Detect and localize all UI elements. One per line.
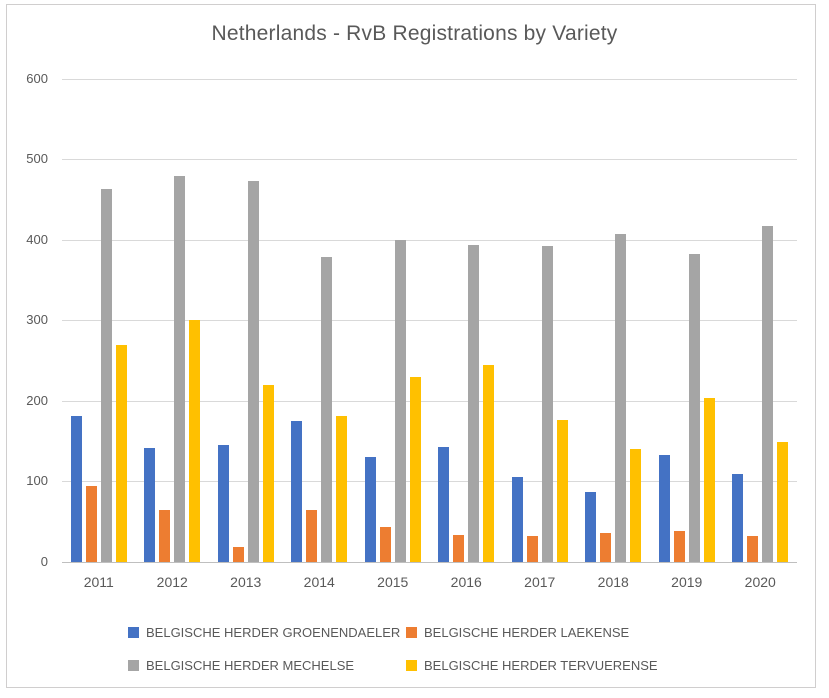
bar-2019-belgische-herder-mechelse <box>688 254 700 562</box>
bar-group-2011 <box>62 79 136 562</box>
bar-2019-belgische-herder-tervuerense <box>703 398 715 562</box>
bar-2014-belgische-herder-mechelse <box>321 257 333 562</box>
bar-2012-belgische-herder-groenendaeler <box>144 448 156 562</box>
bar-2016-belgische-herder-groenendaeler <box>438 447 450 562</box>
bar-group-2015 <box>356 79 430 562</box>
bar-2016-belgische-herder-mechelse <box>468 245 480 562</box>
bar-2011-belgische-herder-tervuerense <box>115 345 127 562</box>
bar-2015-belgische-herder-groenendaeler <box>364 457 376 562</box>
bar-2017-belgische-herder-tervuerense <box>556 420 568 562</box>
x-tick-label-2020: 2020 <box>744 574 776 590</box>
legend-swatch-icon <box>128 626 139 638</box>
bar-groups <box>62 79 797 562</box>
y-tick-label-600: 600 <box>26 71 48 86</box>
bar-2012-belgische-herder-mechelse <box>174 176 186 562</box>
bar-2017-belgische-herder-laekense <box>526 536 538 562</box>
bar-2011-belgische-herder-mechelse <box>100 189 112 562</box>
x-tick-label-2011: 2011 <box>83 574 114 590</box>
bar-2020-belgische-herder-groenendaeler <box>732 474 744 562</box>
bar-group-2019 <box>650 79 724 562</box>
bar-group-2017 <box>503 79 577 562</box>
legend-item-belgische-herder-mechelse: BELGISCHE HERDER MECHELSE <box>128 658 406 673</box>
legend-label: BELGISCHE HERDER TERVUERENSE <box>424 657 658 673</box>
y-tick-label-200: 200 <box>26 393 48 408</box>
bar-group-2014 <box>283 79 357 562</box>
gridline-600 <box>62 79 797 80</box>
chart-frame <box>6 4 816 688</box>
legend-item-belgische-herder-groenendaeler: BELGISCHE HERDER GROENENDAELER <box>128 625 406 640</box>
bar-group-2020 <box>724 79 798 562</box>
legend-label: BELGISCHE HERDER LAEKENSE <box>424 624 630 640</box>
bar-2013-belgische-herder-laekense <box>232 547 244 562</box>
bar-2015-belgische-herder-laekense <box>379 527 391 562</box>
bar-2018-belgische-herder-mechelse <box>615 234 627 562</box>
bar-2019-belgische-herder-groenendaeler <box>658 455 670 562</box>
bar-group-2012 <box>136 79 210 562</box>
bar-2018-belgische-herder-laekense <box>600 533 612 562</box>
y-tick-label-0: 0 <box>40 554 48 569</box>
bar-2011-belgische-herder-groenendaeler <box>70 416 82 562</box>
legend-item-belgische-herder-laekense: BELGISCHE HERDER LAEKENSE <box>406 625 629 640</box>
x-tick-label-2014: 2014 <box>303 574 335 590</box>
legend-row-1: BELGISCHE HERDER GROENENDAELER BELGISCHE … <box>128 617 788 647</box>
x-tick-label-2012: 2012 <box>156 574 188 590</box>
bar-group-2018 <box>577 79 651 562</box>
gridline-100 <box>62 481 797 482</box>
x-tick-label-2018: 2018 <box>597 574 629 590</box>
y-tick-label-500: 500 <box>26 151 48 166</box>
bar-2019-belgische-herder-laekense <box>673 531 685 562</box>
gridline-200 <box>62 401 797 402</box>
bar-2020-belgische-herder-laekense <box>747 536 759 562</box>
bar-2013-belgische-herder-tervuerense <box>262 385 274 562</box>
bar-2017-belgische-herder-groenendaeler <box>511 477 523 562</box>
y-tick-label-100: 100 <box>26 473 48 488</box>
bar-2015-belgische-herder-tervuerense <box>409 377 421 562</box>
gridline-300 <box>62 320 797 321</box>
x-tick-label-2017: 2017 <box>524 574 556 590</box>
chart-title: Netherlands - RvB Registrations by Varie… <box>211 22 618 45</box>
bar-2014-belgische-herder-groenendaeler <box>291 421 303 562</box>
bar-2017-belgische-herder-mechelse <box>541 246 553 562</box>
bar-2020-belgische-herder-mechelse <box>762 226 774 562</box>
legend-swatch-icon <box>406 626 417 638</box>
bar-2016-belgische-herder-laekense <box>453 535 465 562</box>
legend: BELGISCHE HERDER GROENENDAELER BELGISCHE … <box>128 617 788 680</box>
legend-label: BELGISCHE HERDER MECHELSE <box>146 657 355 673</box>
gridline-400 <box>62 240 797 241</box>
bar-group-2016 <box>430 79 504 562</box>
x-axis-tick-labels: 2011 2012 2013 2014 2015 2016 2017 2018 2019 2020 <box>62 574 797 590</box>
bar-2013-belgische-herder-groenendaeler <box>217 445 229 562</box>
bar-2013-belgische-herder-mechelse <box>247 181 259 562</box>
x-tick-label-2019: 2019 <box>671 574 703 590</box>
bar-2018-belgische-herder-tervuerense <box>630 449 642 562</box>
bar-2011-belgische-herder-laekense <box>85 486 97 562</box>
plot-area: 0 100 200 300 400 500 600 <box>26 71 797 569</box>
legend-swatch-icon <box>128 659 139 671</box>
x-tick-label-2015: 2015 <box>377 574 409 590</box>
legend-row-2: BELGISCHE HERDER MECHELSE BELGISCHE HERDE… <box>128 650 788 680</box>
bar-2016-belgische-herder-tervuerense <box>483 365 495 562</box>
bar-2018-belgische-herder-groenendaeler <box>585 492 597 562</box>
bar-2015-belgische-herder-mechelse <box>394 240 406 562</box>
y-tick-label-400: 400 <box>26 232 48 247</box>
x-tick-label-2013: 2013 <box>230 574 262 590</box>
gridline-500 <box>62 159 797 160</box>
x-tick-label-2016: 2016 <box>450 574 482 590</box>
y-tick-label-300: 300 <box>26 312 48 327</box>
bar-2014-belgische-herder-laekense <box>306 510 318 562</box>
bar-2014-belgische-herder-tervuerense <box>336 416 348 562</box>
legend-label: BELGISCHE HERDER GROENENDAELER <box>146 624 401 640</box>
bar-group-2013 <box>209 79 283 562</box>
legend-item-belgische-herder-tervuerense: BELGISCHE HERDER TERVUERENSE <box>406 658 658 673</box>
bar-2020-belgische-herder-tervuerense <box>777 442 789 562</box>
bar-2012-belgische-herder-tervuerense <box>189 320 201 562</box>
bar-2012-belgische-herder-laekense <box>159 510 171 562</box>
legend-swatch-icon <box>406 659 417 671</box>
